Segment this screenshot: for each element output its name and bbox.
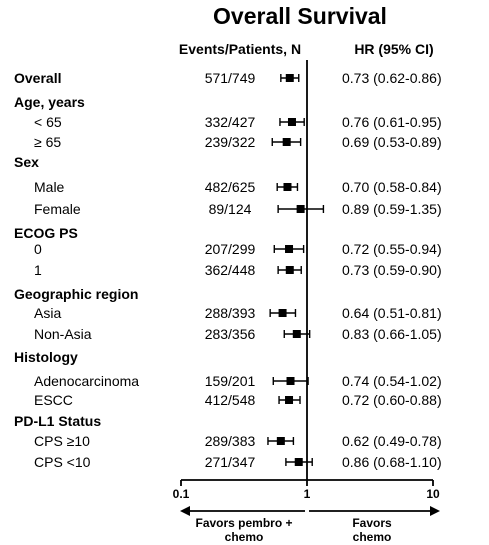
x-axis: 0.1 1 10 (173, 60, 440, 516)
forest-row: 1 362/448 0.73 (0.59-0.90) (34, 262, 442, 278)
hr-value: 0.89 (0.59-1.35) (342, 201, 442, 217)
subgroup-label: CPS <10 (34, 454, 91, 470)
forest-row: PD-L1 Status (14, 413, 101, 429)
group-label: ECOG PS (14, 225, 78, 241)
group-label: Sex (14, 154, 39, 170)
events-column-header: Events/Patients, N (179, 41, 301, 57)
subgroup-label: Adenocarcinoma (34, 373, 139, 389)
favors-right-arrowhead (430, 506, 440, 516)
hr-point (294, 458, 303, 466)
events-value: 482/625 (205, 179, 256, 195)
subgroup-label: ≥ 65 (34, 134, 61, 150)
forest-row: CPS <10 271/347 0.86 (0.68-1.10) (34, 454, 442, 470)
favors-left-line2: chemo (225, 530, 264, 544)
hr-point (285, 245, 294, 253)
forest-row: Non-Asia 283/356 0.83 (0.66-1.05) (34, 326, 442, 342)
hr-value: 0.70 (0.58-0.84) (342, 179, 442, 195)
forest-row: Age, years (14, 94, 85, 110)
group-label: Histology (14, 349, 78, 365)
forest-row: Asia 288/393 0.64 (0.51-0.81) (34, 305, 442, 321)
forest-row: Adenocarcinoma 159/201 0.74 (0.54-1.02) (34, 373, 442, 389)
events-value: 239/322 (205, 134, 256, 150)
subgroup-label: 1 (34, 262, 42, 278)
subgroup-label: ESCC (34, 392, 73, 408)
subgroup-label: Asia (34, 305, 61, 321)
hr-point (285, 74, 294, 82)
events-value: 89/124 (209, 201, 252, 217)
x-tick-label: 0.1 (173, 487, 190, 501)
favors-right-line1: Favors (352, 516, 392, 530)
events-value: 412/548 (205, 392, 256, 408)
hr-point (285, 266, 294, 274)
hr-value: 0.69 (0.53-0.89) (342, 134, 442, 150)
subgroup-label: < 65 (34, 114, 62, 130)
hr-value: 0.76 (0.61-0.95) (342, 114, 442, 130)
subgroup-label: Female (34, 201, 81, 217)
forest-row: Female 89/124 0.89 (0.59-1.35) (34, 201, 442, 217)
forest-row: Overall 571/749 0.73 (0.62-0.86) (14, 70, 442, 86)
events-value: 283/356 (205, 326, 256, 342)
chart-title: Overall Survival (213, 3, 387, 29)
forest-row: Male 482/625 0.70 (0.58-0.84) (34, 179, 442, 195)
subgroup-label: Non-Asia (34, 326, 92, 342)
hr-value: 0.73 (0.62-0.86) (342, 70, 442, 86)
hr-column-header: HR (95% CI) (354, 41, 433, 57)
favors-left-arrowhead (180, 506, 190, 516)
subgroup-label: CPS ≥10 (34, 433, 90, 449)
subgroup-label: 0 (34, 241, 42, 257)
hr-value: 0.74 (0.54-1.02) (342, 373, 442, 389)
events-value: 332/427 (205, 114, 256, 130)
events-value: 159/201 (205, 373, 256, 389)
forest-row: 0 207/299 0.72 (0.55-0.94) (34, 241, 442, 257)
favors-left-line1: Favors pembro + (195, 516, 292, 530)
x-tick-label: 10 (426, 487, 440, 501)
group-label: Geographic region (14, 286, 138, 302)
forest-row: ECOG PS (14, 225, 78, 241)
hr-value: 0.72 (0.55-0.94) (342, 241, 442, 257)
hr-point (283, 183, 292, 191)
favors-right-line2: chemo (353, 530, 392, 544)
hr-value: 0.72 (0.60-0.88) (342, 392, 442, 408)
events-value: 362/448 (205, 262, 256, 278)
forest-rows: Overall 571/749 0.73 (0.62-0.86) Age, years… (14, 70, 442, 470)
subgroup-label: Male (34, 179, 65, 195)
events-value: 207/299 (205, 241, 256, 257)
group-label: Overall (14, 70, 61, 86)
hr-point (287, 118, 296, 126)
forest-row: ESCC 412/548 0.72 (0.60-0.88) (34, 392, 442, 408)
forest-row: Sex (14, 154, 39, 170)
forest-row: < 65 332/427 0.76 (0.61-0.95) (34, 114, 442, 130)
hr-value: 0.73 (0.59-0.90) (342, 262, 442, 278)
hr-point (276, 437, 285, 445)
hr-point (292, 330, 301, 338)
group-label: Age, years (14, 94, 85, 110)
forest-row: Histology (14, 349, 78, 365)
forest-row: ≥ 65 239/322 0.69 (0.53-0.89) (34, 134, 442, 150)
events-value: 271/347 (205, 454, 256, 470)
hr-point (282, 138, 291, 146)
hr-value: 0.62 (0.49-0.78) (342, 433, 442, 449)
forest-row: CPS ≥10 289/383 0.62 (0.49-0.78) (34, 433, 442, 449)
forest-row: Geographic region (14, 286, 138, 302)
x-tick-label: 1 (304, 487, 311, 501)
hr-value: 0.64 (0.51-0.81) (342, 305, 442, 321)
events-value: 288/393 (205, 305, 256, 321)
hr-value: 0.86 (0.68-1.10) (342, 454, 442, 470)
events-value: 289/383 (205, 433, 256, 449)
hr-point (296, 205, 305, 213)
hr-point (286, 377, 295, 385)
hr-value: 0.83 (0.66-1.05) (342, 326, 442, 342)
group-label: PD-L1 Status (14, 413, 101, 429)
hr-point (285, 396, 294, 404)
events-value: 571/749 (205, 70, 256, 86)
hr-point (278, 309, 287, 317)
